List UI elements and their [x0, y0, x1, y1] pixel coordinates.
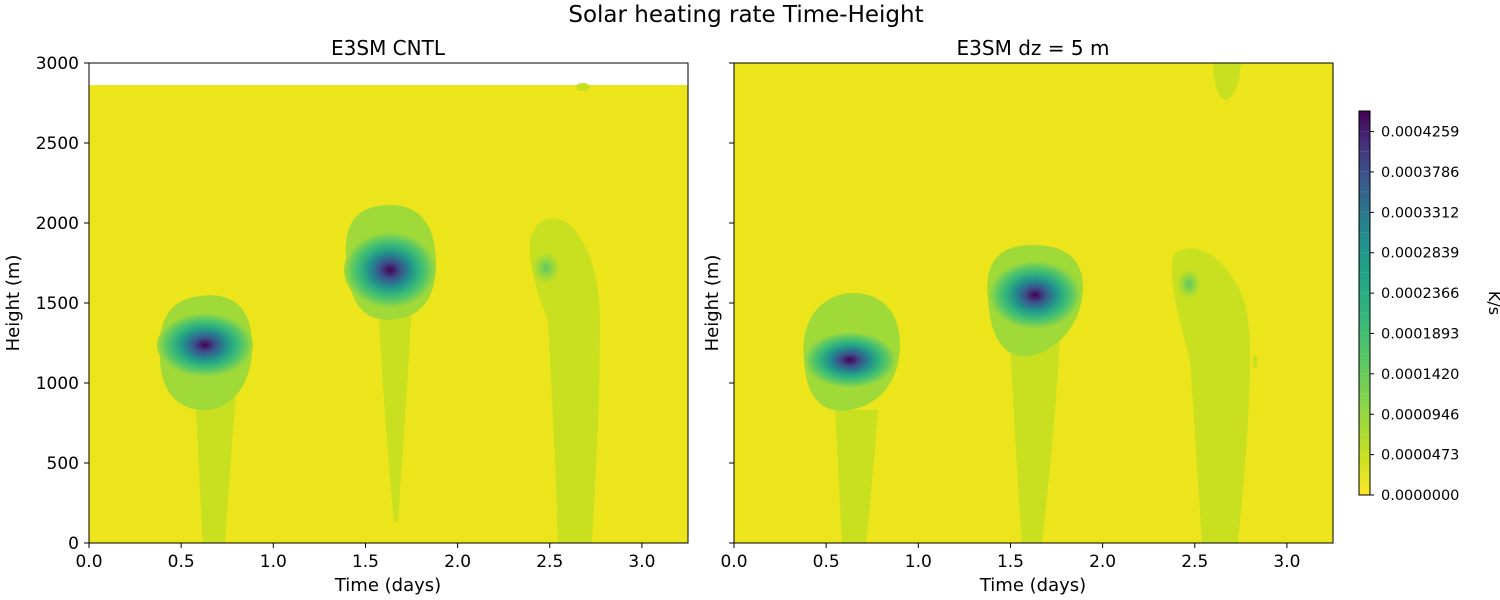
- x-tick-label: 0.0: [720, 552, 747, 572]
- y-tick-label: 2000: [36, 214, 79, 234]
- cloud-feature-day-2-47: [1171, 248, 1257, 543]
- cloud-core: [157, 313, 253, 377]
- cloud-trunk: [378, 300, 412, 522]
- x-tick-label: 3.0: [1273, 552, 1300, 572]
- colorbar-gradient: [1359, 111, 1370, 495]
- panel-cntl: E3SM CNTL: [3, 36, 689, 596]
- colorbar: 0.0000000 0.0000473 0.0000946 0.0001420 0.00…: [1358, 110, 1500, 504]
- x-axis: 0.0 0.5 1.0 1.5 2.0 2.5 3.0: [720, 543, 1300, 572]
- cloud-feature-day-2-67: [576, 83, 590, 91]
- cloud-core: [1177, 269, 1201, 299]
- x-axis-label: Time (days): [979, 575, 1086, 596]
- x-tick-label: 1.5: [997, 552, 1024, 572]
- cloud-trunk: [835, 410, 878, 543]
- x-tick-label: 2.0: [1089, 552, 1116, 572]
- cloud-feature-day-0-6: [157, 295, 253, 543]
- y-tick-label: 1000: [36, 374, 79, 394]
- x-tick-label: 0.0: [75, 552, 102, 572]
- cloud-core: [532, 252, 560, 284]
- colorbar-tick-label: 0.0003312: [1381, 205, 1459, 221]
- colorbar-tick-label: 0.0001893: [1381, 326, 1459, 342]
- x-tick-label: 1.0: [905, 552, 932, 572]
- cloud-fragment: [1253, 356, 1257, 368]
- colorbar-tick-label: 0.0003786: [1381, 165, 1459, 181]
- cloud-column: [529, 218, 600, 543]
- cloud-feature-day-1-65: [344, 205, 437, 522]
- panel-dz5: E3SM dz = 5 m: [702, 36, 1334, 596]
- colorbar-tick-label: 0.0000000: [1381, 488, 1459, 504]
- panel-title: E3SM dz = 5 m: [957, 36, 1110, 60]
- y-tick-label: 2500: [36, 134, 79, 154]
- colorbar-tick-label: 0.0002366: [1381, 286, 1459, 302]
- y-axis: [729, 62, 734, 544]
- x-tick-label: 0.5: [813, 552, 840, 572]
- x-axis-label: Time (days): [334, 575, 441, 596]
- colorbar-levels: [1359, 130, 1370, 476]
- cloud-feature-day-1-62: [987, 244, 1084, 543]
- colorbar-label: K/s: [1485, 291, 1500, 315]
- panel-title: E3SM CNTL: [331, 36, 446, 60]
- colorbar-ticks: 0.0000000 0.0000473 0.0000946 0.0001420 0.00…: [1370, 125, 1459, 504]
- colorbar-frame: [1358, 110, 1371, 496]
- x-axis: 0.0 0.5 1.0 1.5 2.0 2.5 3.0: [75, 543, 655, 572]
- cloud-feature-day-2-67: [1213, 63, 1241, 100]
- cloud-trunk: [195, 395, 236, 543]
- y-axis: 0 500 1000 1500 2000 2500 3000: [36, 54, 89, 554]
- cloud-feature-day-2-5: [529, 218, 600, 543]
- x-tick-label: 1.0: [260, 552, 287, 572]
- cloud-core: [804, 332, 896, 388]
- cloud-column: [1171, 248, 1250, 543]
- x-tick-label: 2.5: [1181, 552, 1208, 572]
- y-axis-label: Height (m): [3, 255, 24, 352]
- x-tick-label: 0.5: [168, 552, 195, 572]
- x-tick-label: 1.5: [352, 552, 379, 572]
- figure-title: Solar heating rate Time-Height: [568, 2, 923, 28]
- colorbar-tick-label: 0.0004259: [1381, 125, 1459, 141]
- cloud-core: [344, 232, 436, 308]
- x-tick-label: 2.5: [536, 552, 563, 572]
- cloud-core: [989, 261, 1081, 329]
- colorbar-tick-label: 0.0000473: [1381, 448, 1459, 464]
- cloud-feature-day-0-65: [803, 292, 900, 543]
- colorbar-tick-label: 0.0002839: [1381, 246, 1459, 262]
- colorbar-tick-label: 0.0001420: [1381, 367, 1459, 383]
- y-tick-label: 1500: [36, 294, 79, 314]
- y-tick-label: 3000: [36, 54, 79, 74]
- x-tick-label: 3.0: [628, 552, 655, 572]
- colorbar-tick-label: 0.0000946: [1381, 407, 1459, 423]
- y-axis-label: Height (m): [702, 255, 723, 352]
- y-tick-label: 500: [47, 454, 79, 474]
- y-tick-label: 0: [68, 534, 79, 554]
- cloud-trunk: [1010, 340, 1060, 543]
- x-tick-label: 2.0: [444, 552, 471, 572]
